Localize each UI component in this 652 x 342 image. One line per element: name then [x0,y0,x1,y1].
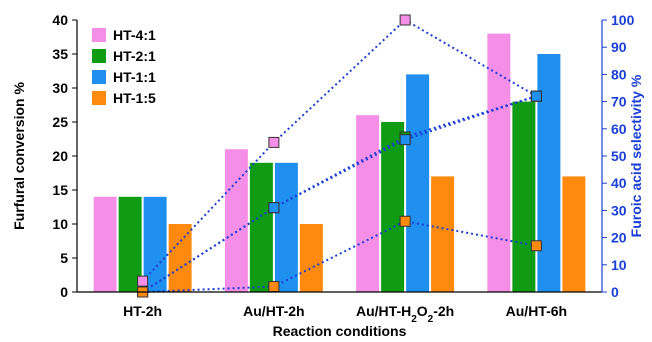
legend-label: HT-1:5 [113,90,156,106]
legend-label: HT-1:1 [113,69,156,85]
legend-swatch [92,49,106,63]
x-tick-label: HT-2h [123,303,162,319]
selectivity-marker [399,134,411,146]
y-tick-label: 10 [52,216,68,232]
bar [274,162,298,292]
y-tick-label: 15 [52,182,68,198]
selectivity-marker [530,90,542,102]
bar [356,115,380,292]
bar [487,33,511,292]
y2-tick-label: 0 [611,284,619,300]
bar [143,196,167,292]
x-axis-title: Reaction conditions [273,323,407,339]
bar [168,224,192,292]
bar [381,122,405,292]
x-tick-label: Au/HT-2h [243,303,304,319]
x-tick-label: Au/HT-6h [506,303,567,319]
selectivity-marker [268,202,280,214]
y2-tick-label: 50 [611,148,627,164]
bar [249,162,273,292]
bar [93,196,117,292]
bar [224,149,248,292]
y-tick-label: 25 [52,114,68,130]
y2-tick-label: 20 [611,230,627,246]
legend-swatch [92,28,106,42]
legend-label: HT-4:1 [113,27,156,43]
y2-tick-label: 80 [611,66,627,82]
y-tick-label: 20 [52,148,68,164]
selectivity-line [141,18,537,282]
y-tick-label: 5 [60,250,68,266]
bar [118,196,142,292]
y-tick-label: 30 [52,80,68,96]
selectivity-line [142,95,537,293]
y-tick-label: 35 [52,46,68,62]
y2-tick-label: 60 [611,121,627,137]
selectivity-marker [268,136,280,148]
y2-tick-label: 90 [611,39,627,55]
y-tick-label: 0 [60,284,68,300]
y-tick-label: 40 [52,12,68,28]
y2-tick-label: 40 [611,175,627,191]
y2-axis-title: Furoic acid selectivity % [628,74,644,237]
selectivity-marker [530,240,542,252]
y2-tick-label: 30 [611,202,627,218]
y2-tick-label: 70 [611,94,627,110]
y-axis-title: Furfural conversion % [11,82,27,230]
selectivity-marker [399,215,411,227]
bar [406,74,430,293]
selectivity-marker [137,275,149,287]
selectivity-marker [399,14,411,26]
x-tick-label: Au/HT-H2O2-2h [356,303,454,325]
selectivity-line [142,220,537,293]
y2-tick-label: 100 [611,12,635,28]
bar [431,176,455,292]
bar [537,54,561,292]
bar [512,101,536,292]
legend-swatch [92,70,106,84]
legend-label: HT-2:1 [113,48,156,64]
bar [562,176,586,292]
legend-swatch [92,91,106,105]
selectivity-marker [268,281,280,293]
bar [299,224,323,292]
y2-tick-label: 10 [611,257,627,273]
selectivity-line [142,95,537,293]
